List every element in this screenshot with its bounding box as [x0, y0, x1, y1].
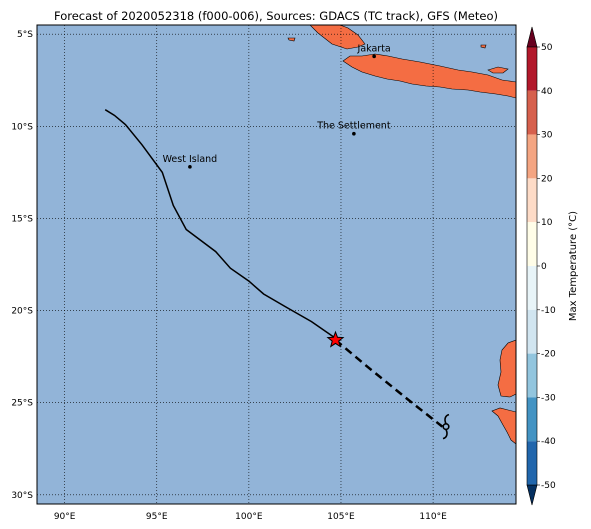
graticule: [37, 25, 516, 504]
colorbar-tick-label: -50: [541, 481, 556, 491]
colorbar-label: Max Temperature (°C): [568, 211, 579, 321]
place-label: West Island: [163, 154, 218, 165]
lat-tick-label: 20°S: [11, 307, 33, 317]
lat-tick-label: 30°S: [11, 491, 33, 501]
place-marker: [188, 165, 192, 169]
lon-tick-label: 90°E: [54, 512, 76, 522]
place-label: The Settlement: [316, 121, 391, 132]
past-track-line: [104, 109, 336, 339]
lon-tick-label: 95°E: [146, 512, 168, 522]
lat-tick-label: 10°S: [11, 122, 33, 132]
map-title: Forecast of 2020052318 (f000-006), Sourc…: [54, 9, 498, 23]
sumatra-land: [309, 25, 366, 50]
ocean-area: [37, 25, 516, 504]
colorbar-tick-label: 20: [541, 174, 553, 184]
latitude-tick-labels: 5°S 10°S 15°S 20°S 25°S 30°S: [11, 30, 33, 501]
colorbar-tick-label: 50: [541, 43, 553, 53]
place-label: Jakarta: [357, 43, 391, 54]
colorbar-extend-top: [526, 26, 538, 48]
colorbar-tick-label: -40: [541, 437, 556, 447]
colorbar-tick-label: -30: [541, 393, 556, 403]
map-frame: [36, 24, 517, 505]
longitude-tick-labels: 90°E 95°E 100°E 105°E 110°E: [54, 512, 447, 522]
colorbar: 50 40 30 20 10 0 -10 -20 -30 -40 -50 Max Temperatur…: [526, 26, 579, 506]
colorbar-extend-bottom: [526, 484, 538, 506]
colorbar-segment: [527, 309, 537, 354]
lon-tick-label: 100°E: [235, 512, 263, 522]
colorbar-segment: [527, 178, 537, 223]
colorbar-tick-label: 40: [541, 87, 553, 97]
lon-tick-label: 105°E: [327, 512, 355, 522]
australia-coast-north: [497, 339, 516, 398]
colorbar-segment: [527, 90, 537, 135]
java-land: [342, 53, 516, 99]
colorbar-segment: [527, 134, 537, 179]
colorbar-tick-label: 30: [541, 131, 553, 141]
small-island: [287, 37, 296, 42]
colorbar-tick-label: 0: [541, 262, 547, 272]
bali-island: [487, 66, 509, 74]
colorbar-segment: [527, 47, 537, 91]
land-masses: [287, 25, 516, 445]
lon-tick-label: 110°E: [419, 512, 447, 522]
colorbar-segment: [527, 397, 537, 442]
colorbar-segment: [527, 266, 537, 310]
colorbar-segment: [527, 353, 537, 398]
colorbar-tick-label: 10: [541, 218, 553, 228]
lat-tick-label: 25°S: [11, 399, 33, 409]
cyclone-icon: [442, 413, 450, 440]
small-island-2: [480, 44, 487, 49]
place-marker: [372, 54, 376, 59]
lat-tick-label: 5°S: [17, 30, 33, 40]
colorbar-segment: [527, 222, 537, 266]
colorbar-tick-label: -20: [541, 350, 556, 360]
current-position-star-icon: [326, 330, 345, 348]
place-marker: [352, 131, 356, 136]
colorbar-tick-label: -10: [541, 306, 556, 316]
australia-coast-south: [491, 407, 516, 445]
lat-tick-label: 15°S: [11, 214, 33, 224]
forecast-track-line: [334, 339, 444, 428]
colorbar-segment: [527, 441, 537, 485]
